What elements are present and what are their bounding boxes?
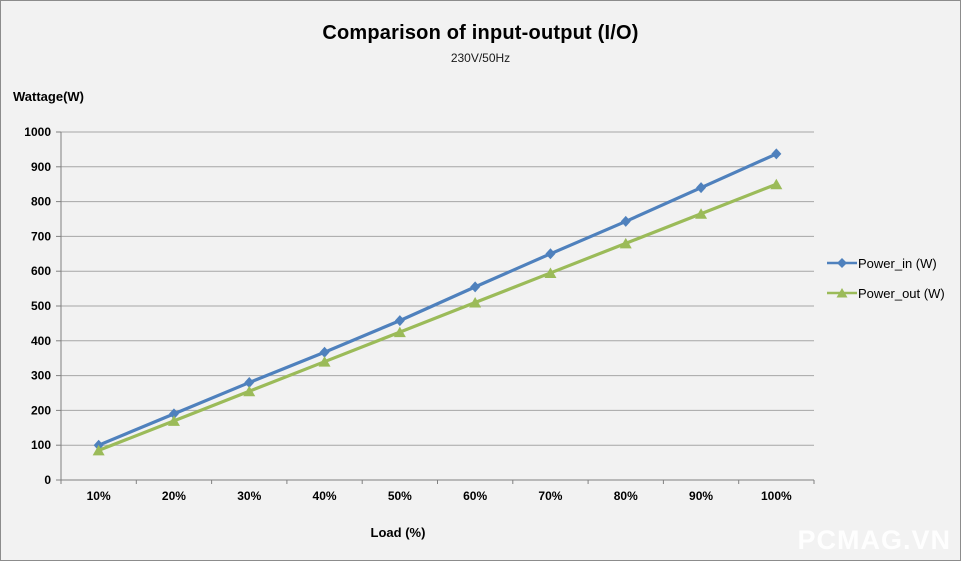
diamond-marker: [620, 215, 631, 227]
power-in-line-marker-icon: [827, 258, 857, 268]
x-tick-label: 20%: [162, 489, 186, 503]
x-tick-label: 70%: [538, 489, 562, 503]
triangle-marker: [243, 385, 256, 397]
y-tick-label: 200: [31, 403, 51, 417]
y-tick-label: 100: [31, 438, 51, 452]
x-tick-label: 60%: [463, 489, 487, 503]
triangle-marker: [318, 356, 331, 367]
y-tick-label: 300: [31, 369, 51, 383]
diamond-marker: [244, 377, 255, 389]
series-line-1: [97, 182, 778, 453]
y-tick-label: 700: [31, 229, 51, 243]
legend: Power_in (W) Power_out (W): [827, 253, 945, 303]
axes: [56, 131, 815, 484]
diamond-marker: [771, 148, 782, 160]
tick-labels: 0 100 200 300 400 500 600 700 800 900 1000 10% 20% 30…: [24, 125, 792, 503]
gridlines: [61, 131, 814, 446]
triangle-marker: [770, 178, 783, 190]
y-tick-label: 900: [31, 160, 51, 174]
diamond-marker: [394, 315, 405, 327]
legend-item-power-out: Power_out (W): [827, 283, 945, 303]
diamond-marker: [696, 182, 707, 194]
power-out-line-marker-icon: [827, 288, 857, 298]
triangle-marker: [544, 267, 557, 278]
diamond-marker: [168, 408, 179, 420]
triangle-marker: [92, 444, 105, 456]
legend-label-power-out: Power_out (W): [858, 285, 945, 301]
chart-subtitle: 230V/50Hz: [450, 51, 511, 65]
x-tick-label: 50%: [388, 489, 412, 503]
x-tick-label: 30%: [237, 489, 261, 503]
x-tick-label: 40%: [313, 489, 337, 503]
y-tick-label: 400: [31, 334, 51, 348]
x-tick-label: 100%: [761, 489, 792, 503]
x-tick-label: 10%: [87, 489, 111, 503]
triangle-marker: [695, 208, 708, 219]
watermark: PCMAG.VN: [797, 525, 951, 555]
diamond-marker: [470, 281, 481, 293]
diamond-marker: [545, 248, 556, 260]
triangle-marker: [619, 237, 632, 249]
x-tick-label: 90%: [689, 489, 713, 503]
y-tick-label: 500: [31, 299, 51, 313]
triangle-marker: [469, 297, 482, 308]
y-tick-label: 0: [44, 473, 51, 487]
y-axis-title: Wattage(W): [13, 89, 85, 104]
triangle-marker: [393, 326, 406, 338]
legend-label-power-in: Power_in (W): [858, 255, 937, 271]
x-tick-label: 80%: [614, 489, 638, 503]
series-line-0: [97, 152, 778, 447]
x-axis-title: Load (%): [370, 525, 426, 540]
y-tick-label: 600: [31, 264, 51, 278]
diamond-marker: [319, 346, 330, 358]
series-lines: [92, 148, 783, 456]
legend-item-power-in: Power_in (W): [827, 253, 945, 273]
y-tick-label: 1000: [24, 125, 51, 139]
y-tick-label: 800: [31, 195, 51, 209]
chart-title: Comparison of input-output (I/O): [322, 22, 639, 44]
triangle-marker: [167, 415, 180, 426]
